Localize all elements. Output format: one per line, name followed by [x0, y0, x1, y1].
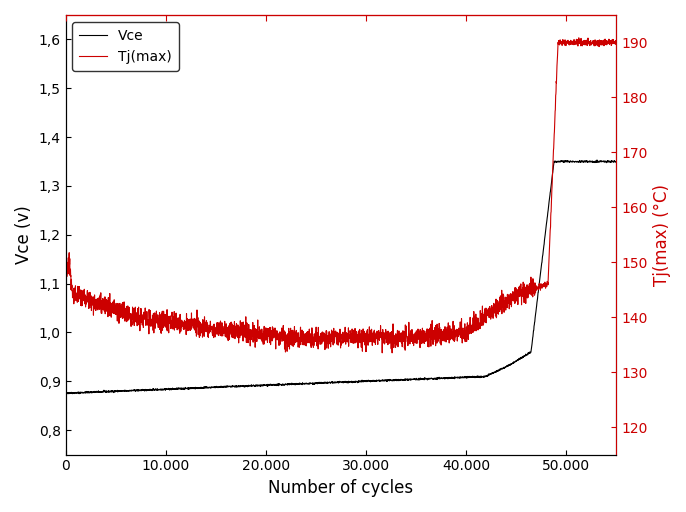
Tj(max) — [296, 324, 305, 330]
Vce — [62, 390, 70, 396]
Vce — [296, 381, 305, 387]
Tj(max) — [602, 39, 610, 46]
Line: Tj(max): Tj(max) — [66, 38, 616, 353]
Y-axis label: Vce (v): Vce (v) — [15, 205, 33, 264]
Line: Vce: Vce — [66, 160, 616, 394]
Vce — [124, 388, 132, 394]
Vce — [602, 158, 610, 164]
Tj(max) — [272, 333, 281, 339]
X-axis label: Number of cycles: Number of cycles — [268, 479, 414, 497]
Tj(max) — [157, 315, 165, 322]
Tj(max) — [62, 275, 70, 282]
Legend: Vce, Tj(max): Vce, Tj(max) — [73, 22, 179, 71]
Vce — [64, 391, 72, 397]
Tj(max) — [124, 317, 132, 323]
Y-axis label: Tj(max) (°C): Tj(max) (°C) — [653, 184, 671, 286]
Vce — [612, 159, 620, 165]
Vce — [157, 386, 165, 392]
Vce — [593, 157, 601, 163]
Tj(max) — [388, 350, 397, 356]
Tj(max) — [575, 35, 583, 41]
Vce — [273, 382, 281, 389]
Tj(max) — [542, 281, 550, 287]
Vce — [542, 223, 550, 229]
Tj(max) — [612, 41, 620, 47]
